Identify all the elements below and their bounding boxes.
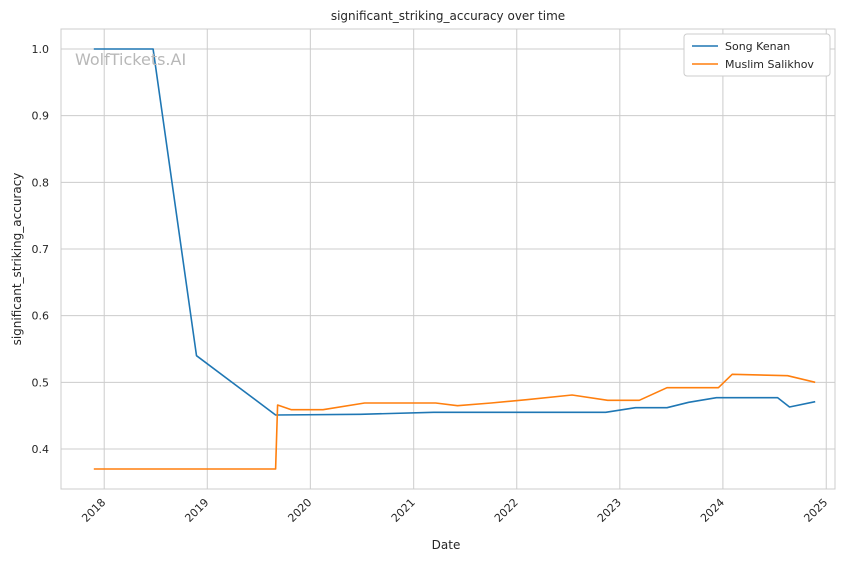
y-tick-label: 0.5 xyxy=(32,376,50,389)
series-line-song-kenan xyxy=(93,48,816,416)
watermark-text: WolfTickets.AI xyxy=(75,50,186,69)
y-tick-label: 0.6 xyxy=(32,310,50,323)
y-tick-label: 0.8 xyxy=(32,176,50,189)
y-tick-label: 0.7 xyxy=(32,243,50,256)
y-tick-label: 0.4 xyxy=(32,443,50,456)
x-axis-label: Date xyxy=(432,538,461,552)
y-axis-label: significant_striking_accuracy xyxy=(10,173,24,346)
series-line-muslim-salikhov xyxy=(93,373,816,470)
grid xyxy=(61,29,835,489)
series-lines xyxy=(93,48,816,470)
chart-title: significant_striking_accuracy over time xyxy=(331,9,565,23)
legend-label-song-kenan: Song Kenan xyxy=(725,40,790,53)
plot-frame xyxy=(60,28,836,490)
legend: Song Kenan Muslim Salikhov xyxy=(683,33,831,77)
legend-label-muslim-salikhov: Muslim Salikhov xyxy=(725,58,814,71)
y-tick-label: 0.9 xyxy=(32,110,50,123)
legend-box xyxy=(683,33,831,77)
y-tick-label: 1.0 xyxy=(32,43,50,56)
